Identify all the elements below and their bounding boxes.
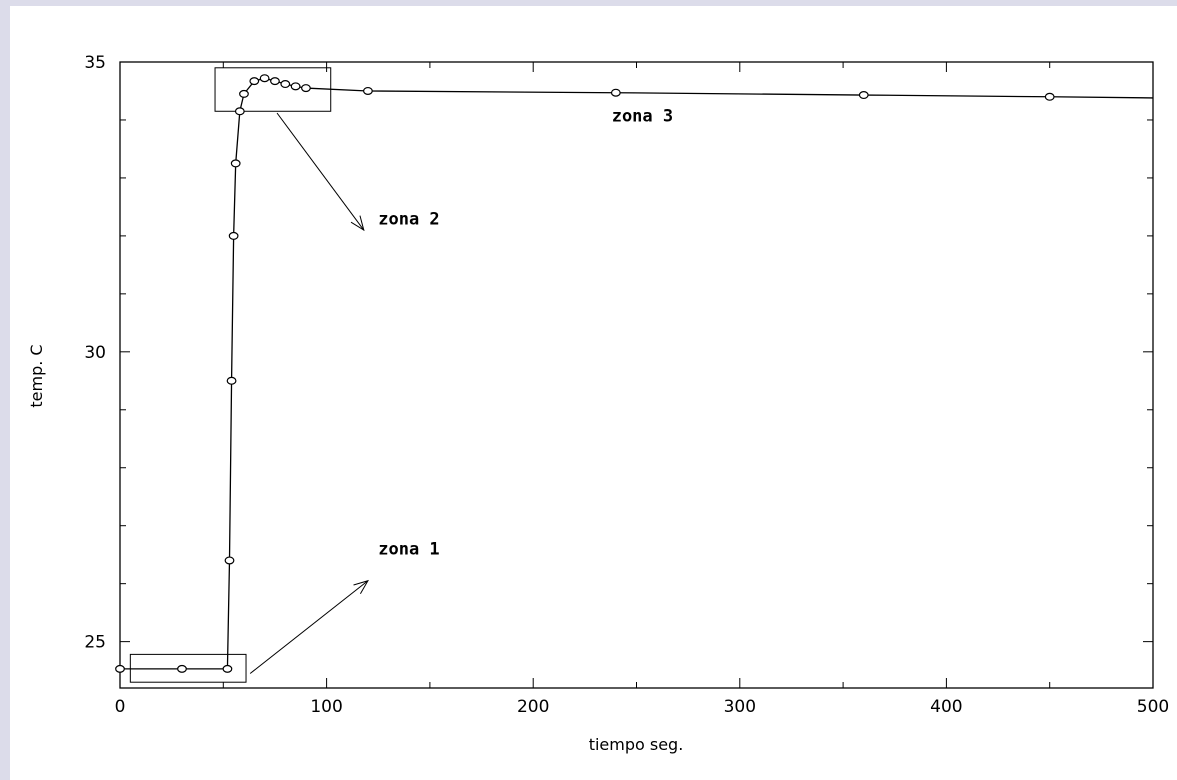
y-tick-label: 35 <box>84 53 106 73</box>
data-point <box>363 86 373 95</box>
data-point <box>228 231 239 240</box>
x-tick-label: 300 <box>724 697 756 717</box>
y-axis-title: temp. C <box>27 344 46 407</box>
x-tick-label: 400 <box>930 697 962 717</box>
data-point <box>290 82 301 91</box>
zone-arrow-head <box>353 579 369 595</box>
data-point <box>301 84 311 93</box>
y-axis-ticks: 25 30 35 <box>84 53 1153 653</box>
plot-frame <box>119 61 1154 689</box>
x-axis-ticks: 0 100 200 300 400 500 <box>115 62 1169 717</box>
series-line <box>120 77 1154 670</box>
data-point <box>249 77 260 86</box>
x-tick-label: 500 <box>1137 697 1169 717</box>
zone-annotations: zona 1 zona 2 zona 3 <box>129 67 673 683</box>
x-tick-label: 0 <box>115 697 126 717</box>
data-point <box>239 89 249 98</box>
x-axis-title: tiempo seg. <box>589 735 684 754</box>
zone-arrow-line <box>249 580 369 674</box>
data-point <box>230 159 241 168</box>
x-tick-label: 200 <box>517 697 549 717</box>
data-point <box>610 88 621 97</box>
data-point <box>177 664 187 673</box>
zone-label: zona 3 <box>612 107 673 127</box>
y-tick-label: 25 <box>84 633 106 653</box>
data-point <box>259 74 270 83</box>
data-point <box>226 376 237 385</box>
zone-arrow-line <box>276 112 365 231</box>
data-point <box>234 107 245 116</box>
data-point <box>224 556 235 565</box>
zone-arrow-head <box>350 215 365 232</box>
series-temperature <box>115 74 1154 673</box>
zone-box <box>214 67 332 112</box>
data-point <box>222 664 233 673</box>
y-tick-label: 30 <box>84 343 106 363</box>
x-tick-label: 100 <box>310 697 342 717</box>
data-point <box>1044 92 1055 101</box>
zone-label: zona 2 <box>378 209 439 229</box>
zone-label: zona 1 <box>378 540 439 560</box>
data-point <box>115 664 125 673</box>
data-point <box>270 77 280 86</box>
data-point <box>280 80 291 89</box>
chart-page: 0 100 200 300 400 500 25 30 35 zona 1 zona 2 zona… <box>10 6 1177 780</box>
data-point <box>858 91 869 100</box>
